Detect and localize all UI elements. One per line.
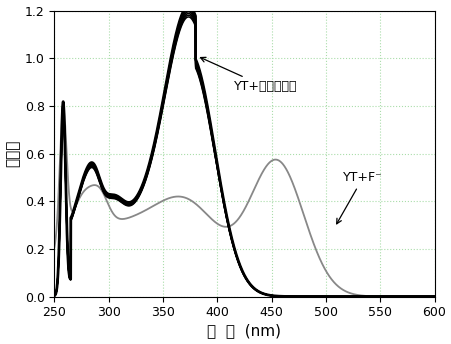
Text: YT+F⁻: YT+F⁻ [336, 171, 382, 224]
X-axis label: 波  长  (nm): 波 长 (nm) [207, 323, 281, 338]
Text: YT+其它阴离子: YT+其它阴离子 [200, 57, 296, 93]
Y-axis label: 吸光度: 吸光度 [5, 140, 20, 167]
